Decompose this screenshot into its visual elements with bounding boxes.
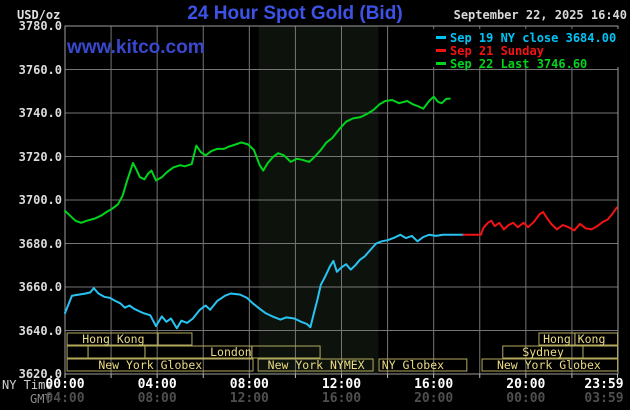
y-axis-label: 3720.0 xyxy=(18,149,62,164)
y-axis-label: 3620.0 xyxy=(18,367,62,381)
x-axis-label-gmt: 00:00 xyxy=(506,391,546,406)
series-line-sep-19-ny-close xyxy=(64,233,465,330)
x-axis-label-gmt: 20:00 xyxy=(414,391,454,406)
legend-label: Sep 22 Last 3746.60 xyxy=(450,57,588,71)
session-box xyxy=(257,358,374,372)
session-box xyxy=(582,345,619,359)
x-axis-label-gmt: 03:59 xyxy=(584,391,624,406)
y-axis-label: 3680.0 xyxy=(18,236,62,251)
series-line-sep-21-sunday xyxy=(462,206,618,236)
legend-label: Sep 19 NY close 3684.00 xyxy=(450,31,617,45)
x-axis-label-gmt: 16:00 xyxy=(321,391,362,406)
legend-swatch-dash-icon xyxy=(436,36,446,39)
session-label: Sydney xyxy=(522,345,564,359)
session-box xyxy=(87,345,146,359)
session-box xyxy=(157,332,193,346)
session-label: New York Globex xyxy=(497,358,601,372)
legend-label: Sep 21 Sunday xyxy=(450,44,544,58)
legend-item: Sep 19 NY close 3684.00 xyxy=(434,31,617,45)
legend-item: Sep 22 Last 3746.60 xyxy=(434,57,616,71)
session-box xyxy=(66,358,254,372)
session-label: New York NYMEX xyxy=(268,358,365,372)
y-axis-label: 3700.0 xyxy=(18,193,62,207)
legend-swatch-dash-icon xyxy=(436,49,446,52)
x-axis-label-ny: 12:00 xyxy=(321,377,362,392)
gmt-axis-label: GMT xyxy=(30,392,52,406)
y-axis-label: 3760.0 xyxy=(18,62,62,77)
session-box xyxy=(378,358,468,372)
x-axis-label-ny: 00:00 xyxy=(45,377,85,392)
session-label: NY Globex xyxy=(382,358,444,372)
legend-background xyxy=(433,29,626,67)
y-axis-units-label: USD/oz xyxy=(17,8,61,22)
x-axis-label-ny: 16:00 xyxy=(414,377,454,392)
y-axis-label: 3780.0 xyxy=(18,19,62,33)
x-axis-label-ny: 04:00 xyxy=(137,377,177,392)
session-label: New York Globex xyxy=(98,358,202,372)
x-axis-label-ny: 23:59 xyxy=(584,377,624,392)
chart-datetime: September 22, 2025 16:40 xyxy=(453,8,627,22)
session-box xyxy=(66,345,89,359)
kitco-watermark: www.kitco.com xyxy=(67,37,205,58)
session-label: Hong Kong xyxy=(82,332,144,346)
chart-title: 24 Hour Spot Gold (Bid) xyxy=(187,3,403,24)
session-box xyxy=(574,332,619,346)
ny-time-axis-label: NY Time xyxy=(2,378,53,392)
session-label: London xyxy=(210,345,252,359)
y-axis-label: 3740.0 xyxy=(18,106,62,120)
y-axis-label: 3640.0 xyxy=(18,323,62,338)
legend-item: Sep 21 Sunday xyxy=(434,44,616,58)
session-box xyxy=(481,358,619,372)
session-box xyxy=(251,345,321,359)
session-label: Hong Kong xyxy=(543,332,605,346)
series-line-sep-22-last xyxy=(64,95,451,224)
x-axis-label-gmt: 08:00 xyxy=(137,391,177,406)
y-axis-label: 3660.0 xyxy=(18,280,62,294)
x-axis-label-gmt: 04:00 xyxy=(45,391,85,406)
x-axis-label-ny: 20:00 xyxy=(506,377,546,392)
x-axis-label-gmt: 12:00 xyxy=(229,391,269,406)
legend-swatch-dash-icon xyxy=(436,62,446,65)
legend: Sep 19 NY close 3684.00 Sep 21 Sunday Sep … xyxy=(434,31,617,71)
x-axis-label-ny: 08:00 xyxy=(229,377,269,392)
